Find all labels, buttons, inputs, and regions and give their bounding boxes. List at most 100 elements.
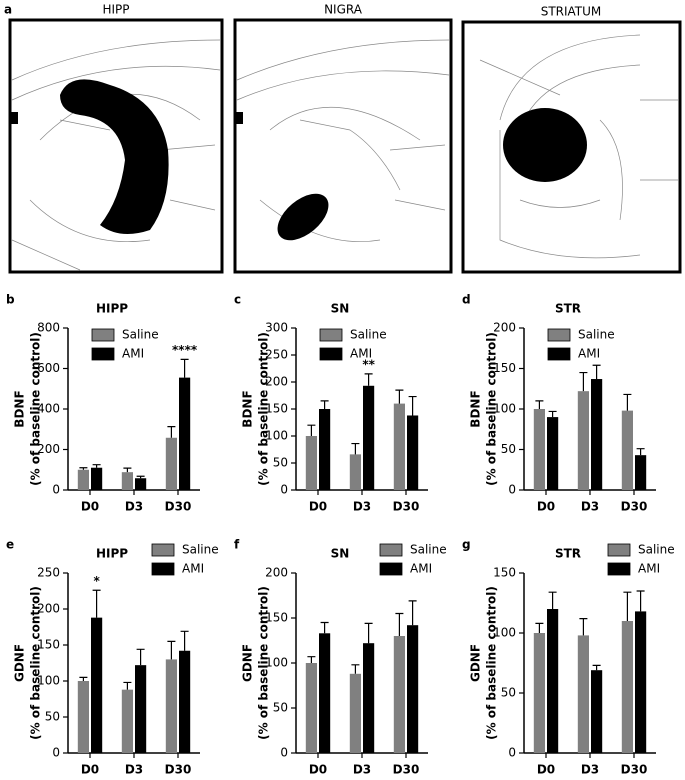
- bar: [319, 633, 331, 753]
- atlas-hipp: [8, 18, 224, 274]
- error-bar: [351, 664, 360, 674]
- y-axis-label: GDNF: [241, 644, 255, 682]
- bar: [349, 454, 361, 490]
- y-tick-label: 100: [265, 429, 288, 443]
- panel-label: g: [462, 538, 471, 552]
- legend-label: AMI: [122, 347, 144, 361]
- y-tick-label: 200: [37, 602, 60, 616]
- error-bar: [307, 656, 316, 663]
- y-tick-label: 800: [37, 321, 60, 335]
- bar: [591, 379, 603, 490]
- bar: [533, 409, 545, 490]
- bar: [77, 469, 89, 490]
- x-tick-label: D0: [309, 763, 327, 777]
- y-tick-label: 400: [37, 402, 60, 416]
- bar: [577, 391, 589, 490]
- legend-swatch: [379, 562, 403, 576]
- bar: [121, 472, 133, 490]
- y-tick-label: 0: [52, 483, 60, 497]
- y-tick-label: 100: [493, 402, 516, 416]
- legend-label: Saline: [350, 328, 387, 342]
- error-bar: [579, 618, 588, 636]
- significance-label: *: [93, 574, 100, 588]
- y-tick-label: 0: [508, 746, 516, 760]
- x-tick-label: D0: [537, 500, 555, 514]
- error-bar: [592, 364, 601, 380]
- y-tick-label: 300: [265, 321, 288, 335]
- y-axis-label: (% of baseline control): [485, 586, 499, 740]
- bar: [547, 417, 559, 490]
- error-bar: [408, 395, 417, 416]
- error-bar: [167, 426, 176, 438]
- legend-swatch: [379, 543, 403, 557]
- error-bar: [623, 591, 632, 621]
- error-bar: [136, 475, 145, 479]
- image-title: STRIATUM: [541, 5, 602, 19]
- bar: [165, 437, 177, 490]
- panel-label: a: [4, 3, 12, 17]
- x-tick-label: D30: [621, 500, 648, 514]
- legend-label: AMI: [578, 347, 600, 361]
- bar: [305, 436, 317, 490]
- legend-swatch: [91, 328, 115, 342]
- error-bar: [408, 600, 417, 626]
- chart-title: SN: [331, 547, 350, 561]
- error-bar: [320, 400, 329, 409]
- legend-swatch: [319, 328, 343, 342]
- legend-label: Saline: [410, 543, 447, 557]
- y-tick-label: 50: [501, 442, 516, 456]
- error-bar: [92, 589, 101, 618]
- atlas-striatum: [461, 20, 682, 274]
- y-tick-label: 250: [265, 348, 288, 362]
- bar: [635, 611, 647, 753]
- legend-label: Saline: [578, 328, 615, 342]
- bar: [635, 455, 647, 490]
- error-bar: [548, 410, 557, 418]
- bar: [349, 673, 361, 753]
- error-bar: [123, 681, 132, 690]
- y-axis-label: BDNF: [13, 390, 27, 427]
- error-bar: [79, 467, 88, 470]
- x-tick-label: D3: [581, 500, 599, 514]
- y-tick-label: 200: [37, 442, 60, 456]
- y-tick-label: 0: [508, 483, 516, 497]
- error-bar: [548, 591, 557, 609]
- bar: [179, 377, 191, 490]
- x-tick-label: D0: [309, 500, 327, 514]
- y-tick-label: 150: [265, 611, 288, 625]
- bar: [165, 659, 177, 753]
- legend-swatch: [607, 543, 631, 557]
- bar: [407, 415, 419, 490]
- y-tick-label: 200: [265, 566, 288, 580]
- error-bar: [307, 424, 316, 436]
- panel-label: d: [462, 293, 471, 307]
- bar: [91, 617, 103, 753]
- y-tick-label: 100: [37, 674, 60, 688]
- bar: [121, 689, 133, 753]
- y-tick-label: 0: [280, 746, 288, 760]
- error-bar: [136, 648, 145, 666]
- error-bar: [79, 676, 88, 681]
- bar: [533, 633, 545, 753]
- chart-title: SN: [331, 302, 350, 316]
- y-axis-label: (% of baseline control): [485, 332, 499, 486]
- error-bar: [180, 358, 189, 378]
- legend-swatch: [607, 562, 631, 576]
- y-axis-label: BDNF: [469, 390, 483, 427]
- error-bar: [623, 393, 632, 411]
- y-tick-label: 250: [37, 566, 60, 580]
- x-tick-label: D30: [393, 763, 420, 777]
- x-tick-label: D0: [81, 500, 99, 514]
- chart-title: HIPP: [96, 547, 128, 561]
- image-title: NIGRA: [324, 3, 363, 17]
- x-tick-label: D3: [125, 500, 143, 514]
- error-bar: [92, 464, 101, 468]
- x-tick-label: D3: [125, 763, 143, 777]
- x-tick-label: D30: [165, 500, 192, 514]
- error-bar: [636, 448, 645, 456]
- panel-label: b: [6, 293, 15, 307]
- error-bar: [636, 590, 645, 612]
- legend-label: AMI: [410, 562, 432, 576]
